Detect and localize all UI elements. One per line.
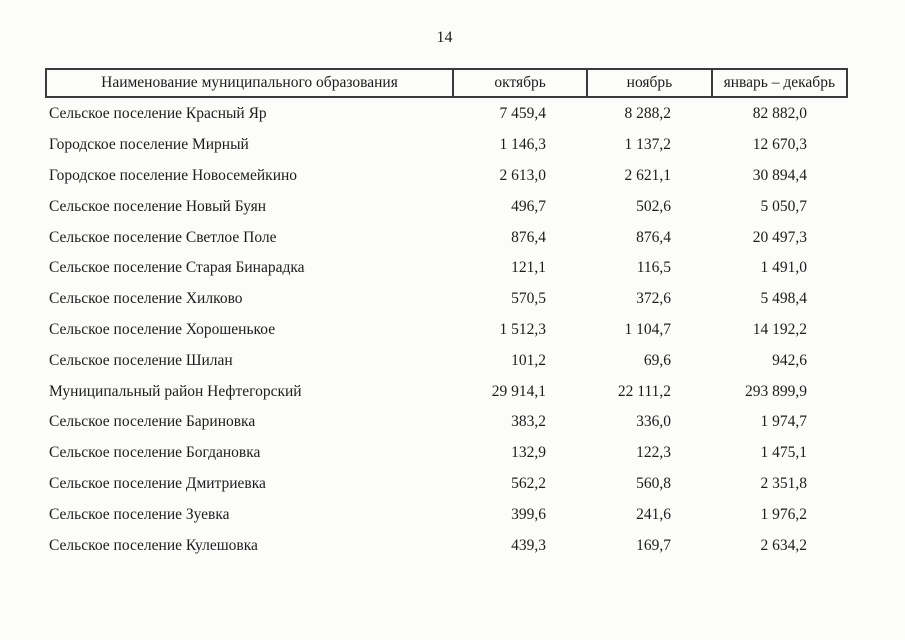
table-row: Сельское поселение Богдановка 132,9 122,… xyxy=(45,438,848,469)
january-december-value-cell: 5 050,7 xyxy=(760,197,808,215)
municipality-name-cell: Сельское поселение Зуевка xyxy=(49,505,230,523)
november-value-cell: 372,6 xyxy=(636,290,671,308)
table-row: Сельское поселение Бариновка 383,2 336,0… xyxy=(45,407,848,438)
january-december-value-cell: 14 192,2 xyxy=(752,320,807,338)
municipal-budget-table: Наименование муниципального образования … xyxy=(45,68,848,561)
table-row: Сельское поселение Шилан 101,2 69,6 942,… xyxy=(45,345,848,376)
table-row: Сельское поселение Светлое Поле 876,4 87… xyxy=(45,222,848,253)
october-value-cell: 496,7 xyxy=(511,197,546,215)
november-value-cell: 22 111,2 xyxy=(617,382,671,400)
november-value-cell: 560,8 xyxy=(636,474,671,492)
header-january-december: январь – декабрь xyxy=(710,70,846,96)
november-value-cell: 1 104,7 xyxy=(624,320,672,338)
municipality-name-cell: Сельское поселение Богдановка xyxy=(49,444,261,462)
november-value-cell: 241,6 xyxy=(636,505,671,523)
november-value-cell: 336,0 xyxy=(636,413,671,431)
january-december-value-cell: 20 497,3 xyxy=(752,228,807,246)
municipality-name-cell: Сельское поселение Хилково xyxy=(49,290,243,308)
october-value-cell: 132,9 xyxy=(511,444,546,462)
november-value-cell: 502,6 xyxy=(636,197,671,215)
january-december-value-cell: 1 475,1 xyxy=(760,444,808,462)
table-row: Сельское поселение Дмитриевка 562,2 560,… xyxy=(45,469,848,500)
table-row: Городское поселение Мирный 1 146,3 1 137… xyxy=(45,130,848,161)
october-value-cell: 562,2 xyxy=(511,474,546,492)
header-november: ноябрь xyxy=(586,70,710,96)
table-body: Сельское поселение Красный Яр 7 459,4 8 … xyxy=(45,99,848,561)
table-header-row: Наименование муниципального образования … xyxy=(45,68,848,98)
table-row: Городское поселение Новосемейкино 2 613,… xyxy=(45,161,848,192)
november-value-cell: 69,6 xyxy=(643,351,671,369)
page-number: 14 xyxy=(436,29,453,46)
january-december-value-cell: 293 899,9 xyxy=(745,382,807,400)
january-december-value-cell: 942,6 xyxy=(772,351,807,369)
october-value-cell: 121,1 xyxy=(511,259,546,277)
november-value-cell: 876,4 xyxy=(636,228,671,246)
table-row: Сельское поселение Хилково 570,5 372,6 5… xyxy=(45,284,848,315)
january-december-value-cell: 12 670,3 xyxy=(752,136,807,154)
january-december-value-cell: 82 882,0 xyxy=(752,105,807,123)
table-row: Сельское поселение Хорошенькое 1 512,3 1… xyxy=(45,315,848,346)
january-december-value-cell: 1 976,2 xyxy=(760,505,808,523)
october-value-cell: 439,3 xyxy=(511,536,546,554)
november-value-cell: 8 288,2 xyxy=(624,105,672,123)
header-october: октябрь xyxy=(451,70,586,96)
table-row: Сельское поселение Старая Бинарадка 121,… xyxy=(45,253,848,284)
october-value-cell: 399,6 xyxy=(511,505,546,523)
municipality-name-cell: Сельское поселение Хорошенькое xyxy=(49,320,276,338)
municipality-name-cell: Муниципальный район Нефтегорский xyxy=(49,382,302,400)
november-value-cell: 1 137,2 xyxy=(624,136,672,154)
january-december-value-cell: 30 894,4 xyxy=(752,166,807,184)
municipality-name-cell: Городское поселение Мирный xyxy=(49,136,249,154)
october-value-cell: 2 613,0 xyxy=(499,166,547,184)
municipality-name-cell: Сельское поселение Кулешовка xyxy=(49,536,258,554)
municipality-name-cell: Сельское поселение Светлое Поле xyxy=(49,228,277,246)
october-value-cell: 29 914,1 xyxy=(491,382,546,400)
municipality-name-cell: Сельское поселение Дмитриевка xyxy=(49,474,266,492)
municipality-name-cell: Сельское поселение Шилан xyxy=(49,351,233,369)
october-value-cell: 383,2 xyxy=(511,413,546,431)
table-row: Сельское поселение Зуевка 399,6 241,6 1 … xyxy=(45,499,848,530)
october-value-cell: 1 146,3 xyxy=(499,136,547,154)
header-municipality-name: Наименование муниципального образования xyxy=(101,74,398,91)
table-row: Муниципальный район Нефтегорский 29 914,… xyxy=(45,376,848,407)
january-december-value-cell: 2 351,8 xyxy=(760,474,808,492)
january-december-value-cell: 2 634,2 xyxy=(760,536,808,554)
municipality-name-cell: Сельское поселение Старая Бинарадка xyxy=(49,259,305,277)
municipality-name-cell: Сельское поселение Бариновка xyxy=(49,413,256,431)
january-december-value-cell: 1 491,0 xyxy=(760,259,808,277)
november-value-cell: 122,3 xyxy=(636,444,671,462)
november-value-cell: 2 621,1 xyxy=(624,166,672,184)
table-row: Сельское поселение Красный Яр 7 459,4 8 … xyxy=(45,99,848,130)
january-december-value-cell: 1 974,7 xyxy=(760,413,808,431)
october-value-cell: 1 512,3 xyxy=(499,320,547,338)
municipality-name-cell: Сельское поселение Новый Буян xyxy=(49,197,267,215)
municipality-name-cell: Сельское поселение Красный Яр xyxy=(49,105,267,123)
november-value-cell: 169,7 xyxy=(636,536,671,554)
october-value-cell: 7 459,4 xyxy=(499,105,547,123)
october-value-cell: 101,2 xyxy=(511,351,546,369)
october-value-cell: 876,4 xyxy=(511,228,546,246)
table-row: Сельское поселение Кулешовка 439,3 169,7… xyxy=(45,530,848,561)
table-row: Сельское поселение Новый Буян 496,7 502,… xyxy=(45,191,848,222)
october-value-cell: 570,5 xyxy=(511,290,546,308)
municipality-name-cell: Городское поселение Новосемейкино xyxy=(49,166,298,184)
january-december-value-cell: 5 498,4 xyxy=(760,290,808,308)
november-value-cell: 116,5 xyxy=(636,259,671,277)
